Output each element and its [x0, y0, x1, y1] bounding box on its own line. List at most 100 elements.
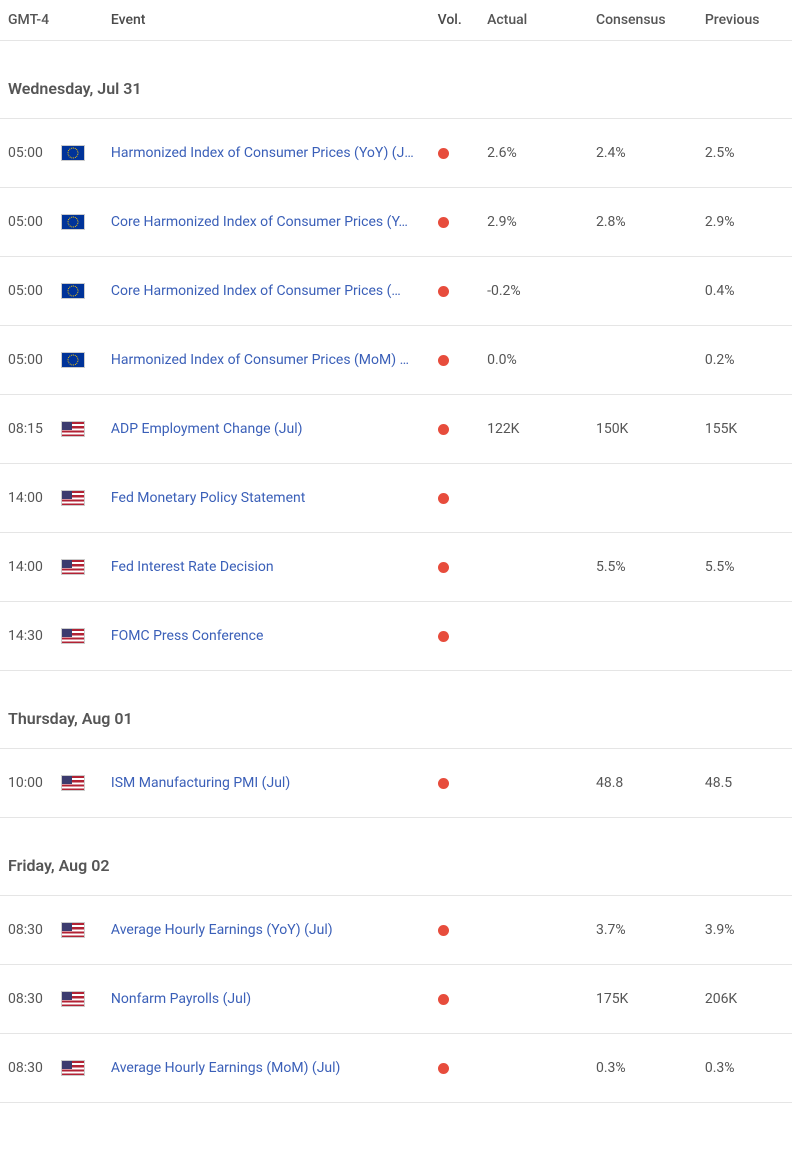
- volatility-high-icon: [438, 355, 449, 366]
- event-consensus: 2.8%: [596, 214, 705, 230]
- event-previous: 2.5%: [705, 145, 784, 161]
- event-previous: 3.9%: [705, 922, 784, 938]
- event-consensus: 0.3%: [596, 1060, 705, 1076]
- event-volatility: [438, 562, 487, 573]
- event-row[interactable]: 05:00 Harmonized Index of Consumer Prices…: [0, 119, 792, 188]
- event-row[interactable]: 14:00Fed Interest Rate Decision5.5%5.5%: [0, 533, 792, 602]
- volatility-high-icon: [438, 925, 449, 936]
- table-header-row: GMT-4 Event Vol. Actual Consensus Previo…: [0, 0, 792, 41]
- event-volatility: [438, 631, 487, 642]
- col-header-time: GMT-4: [8, 12, 61, 28]
- us-flag-icon: [61, 775, 85, 791]
- us-flag-icon: [61, 922, 85, 938]
- volatility-high-icon: [438, 994, 449, 1005]
- event-consensus: 48.8: [596, 775, 705, 791]
- event-flag: [61, 991, 110, 1007]
- event-row[interactable]: 08:15 ADP Employment Change (Jul) 122K150K…: [0, 395, 792, 464]
- event-name-link[interactable]: Harmonized Index of Consumer Prices (YoY…: [111, 145, 438, 161]
- col-header-previous: Previous: [705, 12, 784, 28]
- volatility-high-icon: [438, 286, 449, 297]
- volatility-high-icon: [438, 1063, 449, 1074]
- event-row[interactable]: 05:00Core Harmonized Index of Consumer P…: [0, 257, 792, 326]
- event-name-link[interactable]: Average Hourly Earnings (MoM) (Jul): [111, 1060, 438, 1076]
- event-actual: 0.0%: [487, 352, 596, 368]
- event-name-link[interactable]: Nonfarm Payrolls (Jul): [111, 991, 438, 1007]
- event-flag: [61, 421, 110, 437]
- event-time: 08:30: [8, 922, 61, 938]
- event-row[interactable]: 10:00 ISM Manufacturing PMI (Jul) 48.848.5: [0, 749, 792, 818]
- event-volatility: [438, 994, 487, 1005]
- event-time: 08:30: [8, 1060, 61, 1076]
- event-row[interactable]: 08:30 Nonfarm Payrolls (Jul) 175K206K: [0, 965, 792, 1034]
- event-previous: 2.9%: [705, 214, 784, 230]
- event-flag: [61, 628, 110, 644]
- event-volatility: [438, 778, 487, 789]
- event-time: 05:00: [8, 145, 61, 161]
- event-name-link[interactable]: ADP Employment Change (Jul): [111, 421, 438, 437]
- event-flag: [61, 490, 110, 506]
- event-time: 14:30: [8, 628, 61, 644]
- eu-flag-icon: [61, 283, 85, 299]
- event-name-link[interactable]: ISM Manufacturing PMI (Jul): [111, 775, 438, 791]
- event-flag: [61, 283, 110, 299]
- event-volatility: [438, 286, 487, 297]
- event-previous: 206K: [705, 991, 784, 1007]
- volatility-high-icon: [438, 424, 449, 435]
- volatility-high-icon: [438, 631, 449, 642]
- event-name-link[interactable]: Average Hourly Earnings (YoY) (Jul): [111, 922, 438, 938]
- event-volatility: [438, 217, 487, 228]
- volatility-high-icon: [438, 562, 449, 573]
- event-row[interactable]: 05:00Core Harmonized Index of Consumer P…: [0, 188, 792, 257]
- us-flag-icon: [61, 421, 85, 437]
- event-consensus: 2.4%: [596, 145, 705, 161]
- event-actual: 2.9%: [487, 214, 596, 230]
- event-row[interactable]: 14:00 Fed Monetary Policy Statement: [0, 464, 792, 533]
- date-section-header: Friday, Aug 02: [0, 818, 792, 896]
- us-flag-icon: [61, 991, 85, 1007]
- event-previous: 5.5%: [705, 559, 784, 575]
- event-name-link[interactable]: FOMC Press Conference: [111, 628, 438, 644]
- volatility-high-icon: [438, 493, 449, 504]
- event-previous: 48.5: [705, 775, 784, 791]
- col-header-consensus: Consensus: [596, 12, 705, 28]
- event-name-link[interactable]: Fed Monetary Policy Statement: [111, 490, 438, 506]
- eu-flag-icon: [61, 145, 85, 161]
- event-actual: 2.6%: [487, 145, 596, 161]
- event-consensus: 3.7%: [596, 922, 705, 938]
- us-flag-icon: [61, 559, 85, 575]
- event-row[interactable]: 08:30 Average Hourly Earnings (MoM) (Jul)…: [0, 1034, 792, 1103]
- date-section-header: Thursday, Aug 01: [0, 671, 792, 749]
- event-consensus: 5.5%: [596, 559, 705, 575]
- event-previous: 0.4%: [705, 283, 784, 299]
- event-volatility: [438, 148, 487, 159]
- event-time: 08:15: [8, 421, 61, 437]
- event-name-link[interactable]: Harmonized Index of Consumer Prices (MoM…: [111, 352, 438, 368]
- event-consensus: 150K: [596, 421, 705, 437]
- event-name-link[interactable]: Fed Interest Rate Decision: [111, 559, 438, 575]
- event-flag: [61, 1060, 110, 1076]
- event-time: 08:30: [8, 991, 61, 1007]
- event-flag: [61, 922, 110, 938]
- event-flag: [61, 775, 110, 791]
- event-row[interactable]: 05:00 Harmonized Index of Consumer Prices…: [0, 326, 792, 395]
- event-time: 05:00: [8, 352, 61, 368]
- event-name-link[interactable]: Core Harmonized Index of Consumer Prices…: [111, 283, 438, 299]
- event-time: 14:00: [8, 490, 61, 506]
- event-row[interactable]: 14:30 FOMC Press Conference: [0, 602, 792, 671]
- event-name-link[interactable]: Core Harmonized Index of Consumer Prices…: [111, 214, 438, 230]
- event-consensus: 175K: [596, 991, 705, 1007]
- volatility-high-icon: [438, 217, 449, 228]
- event-time: 10:00: [8, 775, 61, 791]
- event-previous: 0.2%: [705, 352, 784, 368]
- event-flag: [61, 559, 110, 575]
- col-header-vol: Vol.: [438, 12, 487, 28]
- eu-flag-icon: [61, 214, 85, 230]
- eu-flag-icon: [61, 352, 85, 368]
- event-row[interactable]: 08:30 Average Hourly Earnings (YoY) (Jul)…: [0, 896, 792, 965]
- event-actual: 122K: [487, 421, 596, 437]
- col-header-event: Event: [111, 12, 438, 28]
- event-volatility: [438, 925, 487, 936]
- event-flag: [61, 214, 110, 230]
- date-section-header: Wednesday, Jul 31: [0, 41, 792, 119]
- event-flag: [61, 145, 110, 161]
